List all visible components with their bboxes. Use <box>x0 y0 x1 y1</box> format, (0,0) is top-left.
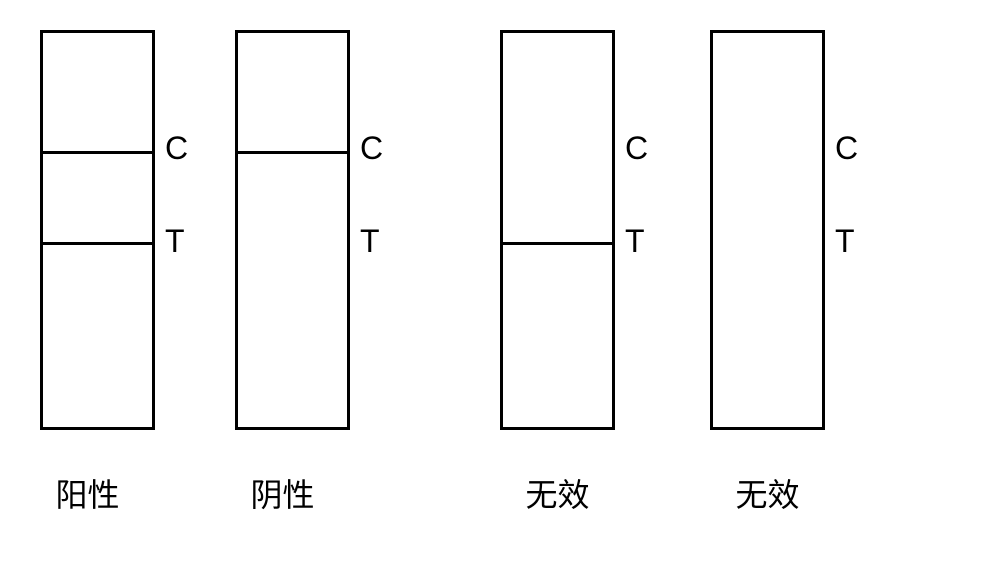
diagram-container: C T 阳性 C T 阴性 C T 无效 <box>0 0 1000 516</box>
control-line <box>238 151 347 154</box>
strip-wrapper: C T <box>500 30 615 430</box>
c-marker-label: C <box>625 130 648 167</box>
strip-caption: 无效 <box>525 470 589 516</box>
control-line <box>43 151 152 154</box>
strip-group-0: C T 阳性 <box>40 30 155 516</box>
strip-caption: 无效 <box>735 470 799 516</box>
t-marker-label: T <box>835 223 855 260</box>
c-marker-label: C <box>165 130 188 167</box>
c-marker-label: C <box>360 130 383 167</box>
strip-wrapper: C T <box>710 30 825 430</box>
test-strip <box>40 30 155 430</box>
strip-caption: 阴性 <box>250 470 314 516</box>
t-marker-label: T <box>165 223 185 260</box>
strip-caption: 阳性 <box>55 470 119 516</box>
test-strip <box>710 30 825 430</box>
test-strip <box>235 30 350 430</box>
strip-group-3: C T 无效 <box>710 30 825 516</box>
test-line <box>503 242 612 245</box>
strip-group-2: C T 无效 <box>500 30 615 516</box>
strip-wrapper: C T <box>40 30 155 430</box>
c-marker-label: C <box>835 130 858 167</box>
test-line <box>43 242 152 245</box>
test-strip <box>500 30 615 430</box>
t-marker-label: T <box>625 223 645 260</box>
strip-wrapper: C T <box>235 30 350 430</box>
t-marker-label: T <box>360 223 380 260</box>
strip-group-1: C T 阴性 <box>235 30 350 516</box>
